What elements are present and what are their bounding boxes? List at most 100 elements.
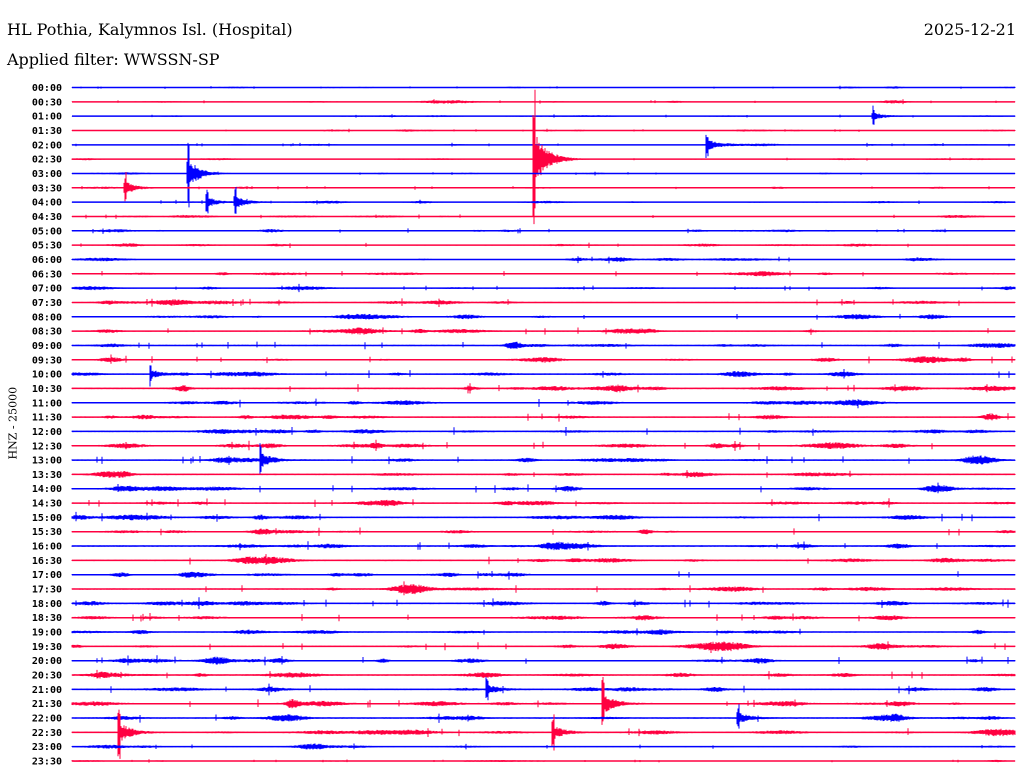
seismic-trace-0730 [71,298,1016,307]
seismic-trace-1800 [71,597,1016,610]
seismic-trace-1900 [71,628,1016,636]
seismic-trace-1200 [71,427,1016,436]
seismic-trace-0430 [71,214,1016,219]
seismic-trace-1430 [71,498,1016,508]
seismic-trace-0500 [71,228,1016,234]
seismic-trace-0300 [71,142,1016,208]
seismic-trace-0200 [71,134,1016,158]
seismic-trace-1300 [71,443,1016,474]
row-time-label: 02:30 [32,155,62,166]
seismic-trace-0700 [71,283,1016,293]
row-time-label: 21:00 [32,685,62,696]
row-time-label: 01:30 [32,126,62,137]
row-time-label: 10:00 [32,370,62,381]
seismic-trace-0000 [71,85,1016,90]
row-time-label: 10:30 [32,384,62,395]
row-time-label: 15:00 [32,513,62,524]
seismic-trace-0230 [71,89,1016,225]
row-time-label: 20:30 [32,671,62,682]
seismic-trace-1400 [71,482,1016,494]
row-time-label: 09:00 [32,341,62,352]
row-time-label: 08:00 [32,312,62,323]
seismic-trace-1600 [71,541,1016,551]
row-time-label: 02:00 [32,140,62,151]
seismic-trace-0600 [71,256,1016,264]
row-time-label: 00:00 [32,83,62,94]
seismic-trace-0900 [71,341,1016,350]
row-time-label: 20:00 [32,656,62,667]
seismic-trace-0830 [71,327,1016,335]
seismic-trace-0800 [71,313,1016,320]
row-time-label: 22:00 [32,714,62,725]
row-time-label: 00:30 [32,97,62,108]
row-time-label: 01:00 [32,112,62,123]
seismic-trace-1630 [71,554,1016,565]
seismic-trace-0630 [71,270,1016,277]
seismic-trace-2200 [71,704,1016,729]
row-time-label: 07:30 [32,298,62,309]
seismic-trace-0130 [71,128,1016,133]
seismic-trace-2230 [71,709,1016,759]
seismic-trace-1130 [71,413,1016,422]
seismic-trace-1000 [71,365,1016,387]
row-time-label: 12:30 [32,441,62,452]
row-time-label: 06:30 [32,269,62,280]
row-time-label: 05:30 [32,241,62,252]
row-time-label: 16:30 [32,556,62,567]
seismic-trace-1500 [71,511,1016,522]
seismic-trace-1100 [71,398,1016,409]
seismic-trace-0930 [71,354,1016,364]
row-time-label: 06:00 [32,255,62,266]
station-title: HL Pothia, Kalymnos Isl. (Hospital) [7,20,293,39]
seismic-trace-2100 [71,677,1016,701]
row-time-label: 03:00 [32,169,62,180]
row-time-label: 18:30 [32,613,62,624]
seismic-trace-2130 [71,677,1016,725]
row-time-label: 19:30 [32,642,62,653]
row-time-label: 14:00 [32,484,62,495]
seismic-trace-1930 [71,641,1016,653]
seismic-trace-0100 [71,105,1016,125]
row-time-label: 17:00 [32,570,62,581]
row-time-label: 13:30 [32,470,62,481]
row-time-label: 13:00 [32,456,62,467]
seismic-trace-1730 [71,581,1016,596]
row-time-label: 23:30 [32,757,62,768]
row-time-label: 23:00 [32,742,62,753]
seismic-trace-1230 [71,439,1016,451]
seismic-trace-2030 [71,669,1016,680]
row-time-label: 09:30 [32,355,62,366]
row-time-label: 14:30 [32,499,62,510]
seismic-trace-0030 [71,99,1016,105]
row-time-label: 11:00 [32,398,62,409]
seismic-trace-1530 [71,527,1016,536]
seismic-trace-1700 [71,571,1016,580]
date-label: 2025-12-21 [923,20,1016,39]
row-time-label: 07:00 [32,284,62,295]
row-time-label: 03:30 [32,183,62,194]
filter-label: Applied filter: WWSSN-SP [7,50,220,69]
row-time-label: 11:30 [32,413,62,424]
row-time-label: 22:30 [32,728,62,739]
seismic-trace-2000 [71,655,1016,666]
row-time-label: 16:00 [32,542,62,553]
row-time-label: 15:30 [32,527,62,538]
seismic-trace-2300 [71,743,1016,750]
seismic-trace-0400 [71,187,1016,214]
row-time-label: 19:00 [32,628,62,639]
seismic-trace-1030 [71,383,1016,394]
seismic-trace-2330 [71,759,1016,763]
seismic-trace-0330 [71,172,1016,202]
seismic-trace-0530 [71,242,1016,248]
seismic-trace-1330 [71,470,1016,479]
row-time-label: 04:30 [32,212,62,223]
row-time-label: 17:30 [32,585,62,596]
row-time-label: 18:00 [32,599,62,610]
seismic-trace-1830 [71,613,1016,622]
row-time-label: 12:00 [32,427,62,438]
row-time-label: 05:00 [32,226,62,237]
row-time-label: 08:30 [32,327,62,338]
row-time-label: 21:30 [32,699,62,710]
row-time-label: 04:00 [32,198,62,209]
